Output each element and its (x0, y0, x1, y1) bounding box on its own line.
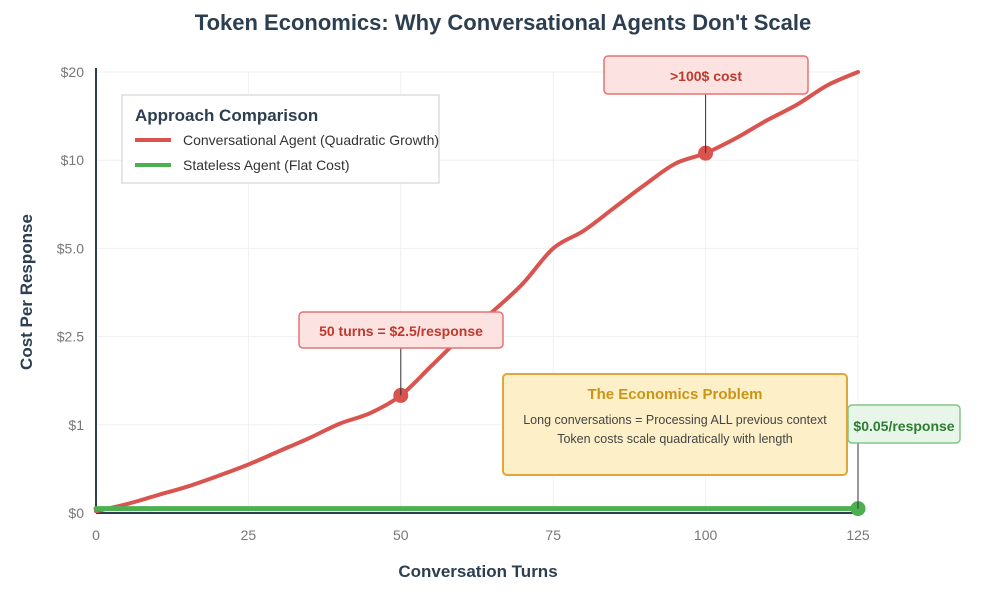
y-tick-label: $0 (68, 505, 84, 521)
annotation-text: >100$ cost (670, 68, 742, 84)
annotations-layer: 50 turns = $2.5/response >100$ cost $0.05/… (298, 55, 961, 509)
y-tick-label: $2.5 (57, 329, 84, 345)
annotation-box (298, 311, 504, 349)
y-tick-label: $10 (61, 152, 85, 168)
chart-title: Token Economics: Why Conversational Agen… (195, 10, 811, 35)
legend-frame (121, 94, 440, 184)
info-box-title: The Economics Problem (587, 386, 762, 403)
y-axis-label: Cost Per Response (17, 214, 36, 370)
y-tick-label: $1 (68, 417, 84, 433)
info-box: The Economics Problem Long conversations… (502, 373, 848, 476)
annotation-text: $0.05/response (853, 418, 954, 434)
x-tick-label: 125 (846, 527, 870, 543)
x-tick-label: 25 (241, 527, 257, 543)
legend-entry-label: Stateless Agent (Flat Cost) (183, 157, 350, 173)
annotation-box (603, 55, 809, 95)
ticks: $0 $1 $2.5 $5.0 $10 $20 0 25 50 75 100 125 (57, 64, 870, 543)
info-box-line: Long conversations = Processing ALL prev… (523, 413, 827, 427)
axes (95, 68, 858, 514)
annotation-text: 50 turns = $2.5/response (319, 323, 483, 339)
legend-entry-label: Conversational Agent (Quadratic Growth) (183, 132, 439, 148)
x-tick-label: 0 (92, 527, 100, 543)
legend: Approach Comparison Conversational Agent… (121, 94, 440, 184)
info-box-frame (502, 373, 848, 476)
x-axis-label: Conversation Turns (398, 562, 557, 581)
x-tick-label: 75 (545, 527, 561, 543)
info-box-line: Token costs scale quadratically with len… (557, 432, 793, 446)
x-tick-label: 50 (393, 527, 409, 543)
y-tick-label: $20 (61, 64, 85, 80)
legend-title: Approach Comparison (135, 106, 318, 125)
x-tick-label: 100 (694, 527, 718, 543)
y-tick-label: $5.0 (57, 240, 84, 256)
